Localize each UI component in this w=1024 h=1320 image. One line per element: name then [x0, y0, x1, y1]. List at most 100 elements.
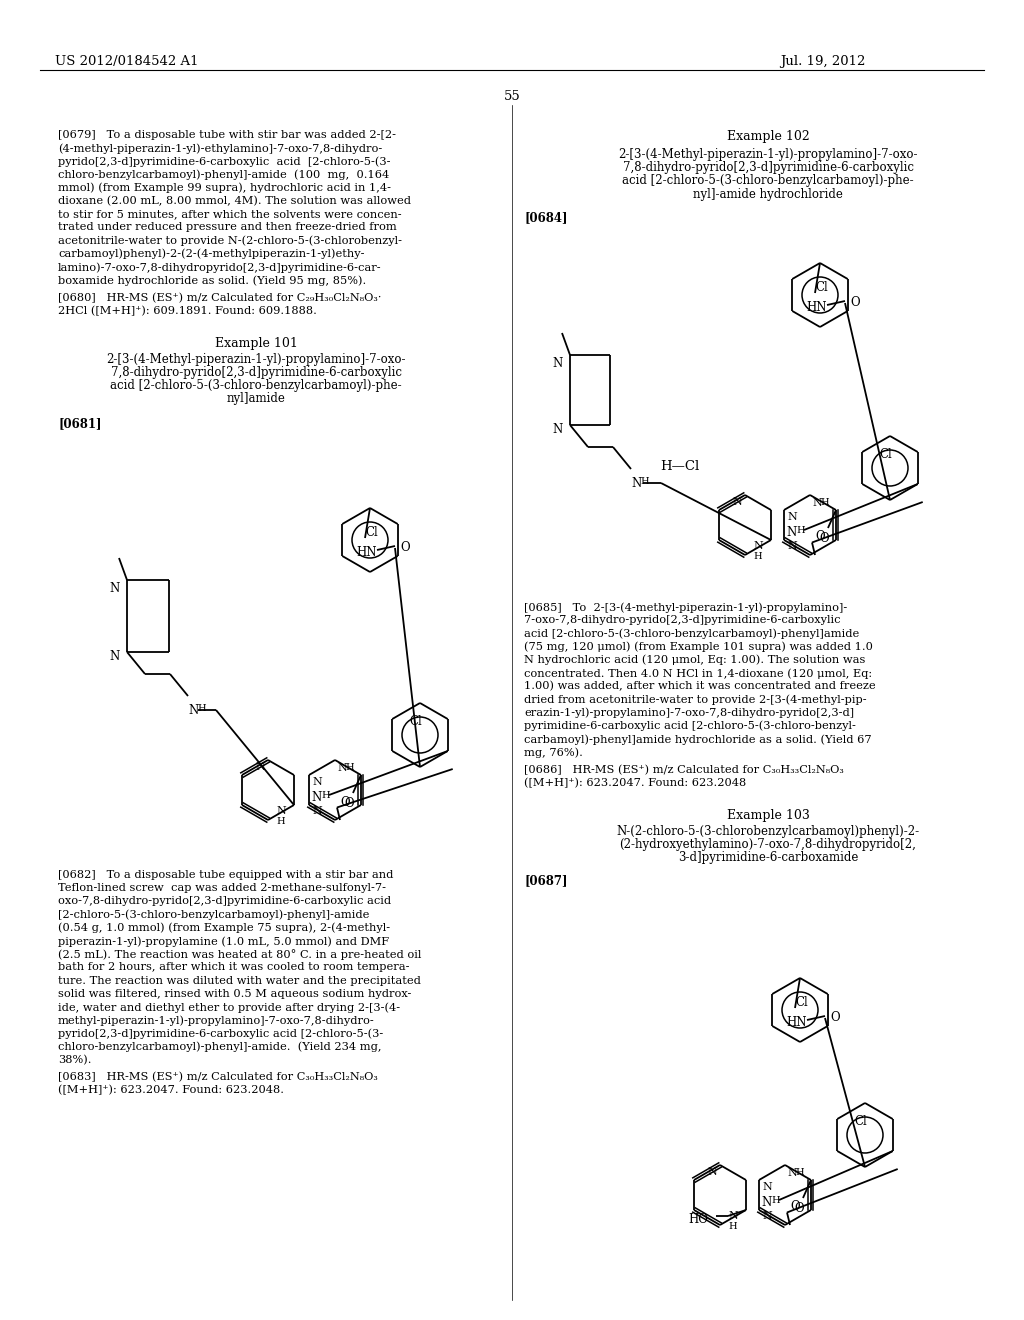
Text: (2-hydroxyethylamino)-7-oxo-7,8-dihydropyrido[2,: (2-hydroxyethylamino)-7-oxo-7,8-dihydrop…: [620, 838, 916, 851]
Text: 7-oxo-7,8-dihydro-pyrido[2,3-d]pyrimidine-6-carboxylic: 7-oxo-7,8-dihydro-pyrido[2,3-d]pyrimidin…: [524, 615, 841, 626]
Text: N: N: [708, 1167, 717, 1177]
Text: ture. The reaction was diluted with water and the precipitated: ture. The reaction was diluted with wate…: [58, 975, 421, 986]
Text: N: N: [188, 704, 199, 717]
Text: O: O: [850, 296, 859, 309]
Text: carbamoyl)phenyl)-2-(2-(4-methylpiperazin-1-yl)ethy-: carbamoyl)phenyl)-2-(2-(4-methylpiperazi…: [58, 248, 365, 259]
Text: lamino)-7-oxo-7,8-dihydropyrido[2,3-d]pyrimidine-6-car-: lamino)-7-oxo-7,8-dihydropyrido[2,3-d]py…: [58, 261, 382, 272]
Text: Cl: Cl: [410, 715, 422, 729]
Text: N: N: [311, 791, 322, 804]
Text: pyrido[2,3-d]pyrimidine-6-carboxylic acid [2-chloro-5-(3-: pyrido[2,3-d]pyrimidine-6-carboxylic aci…: [58, 1028, 383, 1039]
Text: [0684]: [0684]: [524, 211, 567, 224]
Text: HN: HN: [806, 301, 826, 314]
Text: dioxane (2.00 mL, 8.00 mmol, 4M). The solution was allowed: dioxane (2.00 mL, 8.00 mmol, 4M). The so…: [58, 195, 411, 206]
Text: oxo-7,8-dihydro-pyrido[2,3-d]pyrimidine-6-carboxylic acid: oxo-7,8-dihydro-pyrido[2,3-d]pyrimidine-…: [58, 896, 391, 907]
Text: N: N: [762, 1210, 772, 1221]
Text: H: H: [345, 763, 353, 772]
Text: 7,8-dihydro-pyrido[2,3-d]pyrimidine-6-carboxylic: 7,8-dihydro-pyrido[2,3-d]pyrimidine-6-ca…: [111, 366, 401, 379]
Text: Example 101: Example 101: [215, 337, 297, 350]
Text: N: N: [312, 807, 322, 816]
Text: to stir for 5 minutes, after which the solvents were concen-: to stir for 5 minutes, after which the s…: [58, 209, 401, 219]
Text: N: N: [337, 763, 347, 774]
Text: Cl: Cl: [880, 447, 892, 461]
Text: N: N: [786, 525, 797, 539]
Text: pyrido[2,3-d]pyrimidine-6-carboxylic  acid  [2-chloro-5-(3-: pyrido[2,3-d]pyrimidine-6-carboxylic aci…: [58, 156, 390, 166]
Text: 7,8-dihydro-pyrido[2,3-d]pyrimidine-6-carboxylic: 7,8-dihydro-pyrido[2,3-d]pyrimidine-6-ca…: [623, 161, 913, 174]
Text: H: H: [795, 1168, 804, 1177]
Text: N: N: [732, 498, 741, 507]
Text: Jul. 19, 2012: Jul. 19, 2012: [780, 55, 865, 69]
Text: N: N: [753, 541, 763, 550]
Text: [0682]   To a disposable tube equipped with a stir bar and: [0682] To a disposable tube equipped wit…: [58, 870, 393, 880]
Text: (2.5 mL). The reaction was heated at 80° C. in a pre-heated oil: (2.5 mL). The reaction was heated at 80°…: [58, 949, 421, 960]
Text: H: H: [754, 552, 762, 561]
Text: [0685]   To  2-[3-(4-methyl-piperazin-1-yl)-propylamino]-: [0685] To 2-[3-(4-methyl-piperazin-1-yl)…: [524, 602, 847, 612]
Text: pyrimidine-6-carboxylic acid [2-chloro-5-(3-chloro-benzyl-: pyrimidine-6-carboxylic acid [2-chloro-5…: [524, 721, 856, 731]
Text: Teflon-lined screw  cap was added 2-methane-sulfonyl-7-: Teflon-lined screw cap was added 2-metha…: [58, 883, 386, 894]
Text: piperazin-1-yl)-propylamine (1.0 mL, 5.0 mmol) and DMF: piperazin-1-yl)-propylamine (1.0 mL, 5.0…: [58, 936, 389, 946]
Text: N: N: [787, 1168, 797, 1177]
Text: N: N: [276, 807, 286, 816]
Text: O: O: [819, 532, 828, 545]
Text: mmol) (from Example 99 supra), hydrochloric acid in 1,4-: mmol) (from Example 99 supra), hydrochlo…: [58, 182, 391, 193]
Text: O: O: [344, 797, 354, 810]
Text: concentrated. Then 4.0 N HCl in 1,4-dioxane (120 μmol, Eq:: concentrated. Then 4.0 N HCl in 1,4-diox…: [524, 668, 872, 678]
Text: O: O: [400, 541, 410, 554]
Text: N: N: [728, 1210, 738, 1221]
Text: N: N: [787, 512, 797, 521]
Text: acid [2-chloro-5-(3-chloro-benzylcarbamoyl)-phe-: acid [2-chloro-5-(3-chloro-benzylcarbamo…: [623, 174, 913, 187]
Text: boxamide hydrochloride as solid. (Yield 95 mg, 85%).: boxamide hydrochloride as solid. (Yield …: [58, 275, 367, 285]
Text: 3-d]pyrimidine-6-carboxamide: 3-d]pyrimidine-6-carboxamide: [678, 851, 858, 865]
Text: H: H: [796, 525, 805, 535]
Text: N: N: [631, 477, 641, 490]
Text: N: N: [255, 762, 265, 772]
Text: H—Cl: H—Cl: [660, 459, 699, 473]
Text: ([M+H]⁺): 623.2047. Found: 623.2048.: ([M+H]⁺): 623.2047. Found: 623.2048.: [58, 1085, 284, 1096]
Text: (0.54 g, 1.0 mmol) (from Example 75 supra), 2-(4-methyl-: (0.54 g, 1.0 mmol) (from Example 75 supr…: [58, 923, 390, 933]
Text: erazin-1-yl)-propylamino]-7-oxo-7,8-dihydro-pyrido[2,3-d]: erazin-1-yl)-propylamino]-7-oxo-7,8-dihy…: [524, 708, 854, 718]
Text: trated under reduced pressure and then freeze-dried from: trated under reduced pressure and then f…: [58, 222, 396, 232]
Text: [0683]   HR-MS (ES⁺) m/z Calculated for C₃₀H₃₃Cl₂N₈O₃: [0683] HR-MS (ES⁺) m/z Calculated for C₃…: [58, 1072, 378, 1082]
Text: 2HCl ([M+H]⁺): 609.1891. Found: 609.1888.: 2HCl ([M+H]⁺): 609.1891. Found: 609.1888…: [58, 306, 316, 315]
Text: [0687]: [0687]: [524, 874, 567, 887]
Text: O: O: [830, 1011, 840, 1024]
Text: H: H: [276, 817, 286, 826]
Text: bath for 2 hours, after which it was cooled to room tempera-: bath for 2 hours, after which it was coo…: [58, 962, 410, 973]
Text: 55: 55: [504, 90, 520, 103]
Text: acetonitrile-water to provide N-(2-chloro-5-(3-chlorobenzyl-: acetonitrile-water to provide N-(2-chlor…: [58, 235, 402, 246]
Text: Example 102: Example 102: [727, 129, 809, 143]
Text: 1.00) was added, after which it was concentrated and freeze: 1.00) was added, after which it was conc…: [524, 681, 876, 692]
Text: N: N: [312, 777, 322, 787]
Text: acid [2-chloro-5-(3-chloro-benzylcarbamoyl)-phe-: acid [2-chloro-5-(3-chloro-benzylcarbamo…: [111, 379, 401, 392]
Text: H: H: [820, 498, 828, 507]
Text: methyl-piperazin-1-yl)-propylamino]-7-oxo-7,8-dihydro-: methyl-piperazin-1-yl)-propylamino]-7-ox…: [58, 1015, 375, 1026]
Text: 2-[3-(4-Methyl-piperazin-1-yl)-propylamino]-7-oxo-: 2-[3-(4-Methyl-piperazin-1-yl)-propylami…: [106, 352, 406, 366]
Text: acid [2-chloro-5-(3-chloro-benzylcarbamoyl)-phenyl]amide: acid [2-chloro-5-(3-chloro-benzylcarbamo…: [524, 628, 859, 639]
Text: N-(2-chloro-5-(3-chlorobenzylcarbamoyl)phenyl)-2-: N-(2-chloro-5-(3-chlorobenzylcarbamoyl)p…: [616, 825, 920, 838]
Text: HN: HN: [786, 1016, 807, 1030]
Text: N: N: [787, 541, 797, 550]
Text: H: H: [771, 1196, 779, 1205]
Text: N: N: [110, 649, 120, 663]
Text: (4-methyl-piperazin-1-yl)-ethylamino]-7-oxo-7,8-dihydro-: (4-methyl-piperazin-1-yl)-ethylamino]-7-…: [58, 143, 382, 153]
Text: 2-[3-(4-Methyl-piperazin-1-yl)-propylamino]-7-oxo-: 2-[3-(4-Methyl-piperazin-1-yl)-propylami…: [618, 148, 918, 161]
Text: N: N: [553, 422, 563, 436]
Text: carbamoyl)-phenyl]amide hydrochloride as a solid. (Yield 67: carbamoyl)-phenyl]amide hydrochloride as…: [524, 734, 871, 744]
Text: HO: HO: [688, 1213, 708, 1226]
Text: N: N: [762, 1181, 772, 1192]
Text: H: H: [321, 791, 330, 800]
Text: chloro-benzylcarbamoyl)-phenyl]-amide.  (Yield 234 mg,: chloro-benzylcarbamoyl)-phenyl]-amide. (…: [58, 1041, 382, 1052]
Text: Cl: Cl: [365, 525, 378, 539]
Text: N: N: [110, 582, 120, 595]
Text: mg, 76%).: mg, 76%).: [524, 747, 583, 758]
Text: Cl: Cl: [855, 1115, 867, 1129]
Text: [0686]   HR-MS (ES⁺) m/z Calculated for C₃₀H₃₃Cl₂N₈O₃: [0686] HR-MS (ES⁺) m/z Calculated for C₃…: [524, 764, 844, 775]
Text: O: O: [815, 531, 824, 544]
Text: Example 103: Example 103: [727, 809, 809, 822]
Text: H: H: [640, 477, 648, 486]
Text: nyl]-amide hydrochloride: nyl]-amide hydrochloride: [693, 187, 843, 201]
Text: nyl]amide: nyl]amide: [226, 392, 286, 405]
Text: solid was filtered, rinsed with 0.5 M aqueous sodium hydrox-: solid was filtered, rinsed with 0.5 M aq…: [58, 989, 412, 999]
Text: ([M+H]⁺): 623.2047. Found: 623.2048: ([M+H]⁺): 623.2047. Found: 623.2048: [524, 777, 746, 788]
Text: N: N: [761, 1196, 771, 1209]
Text: 38%).: 38%).: [58, 1055, 91, 1065]
